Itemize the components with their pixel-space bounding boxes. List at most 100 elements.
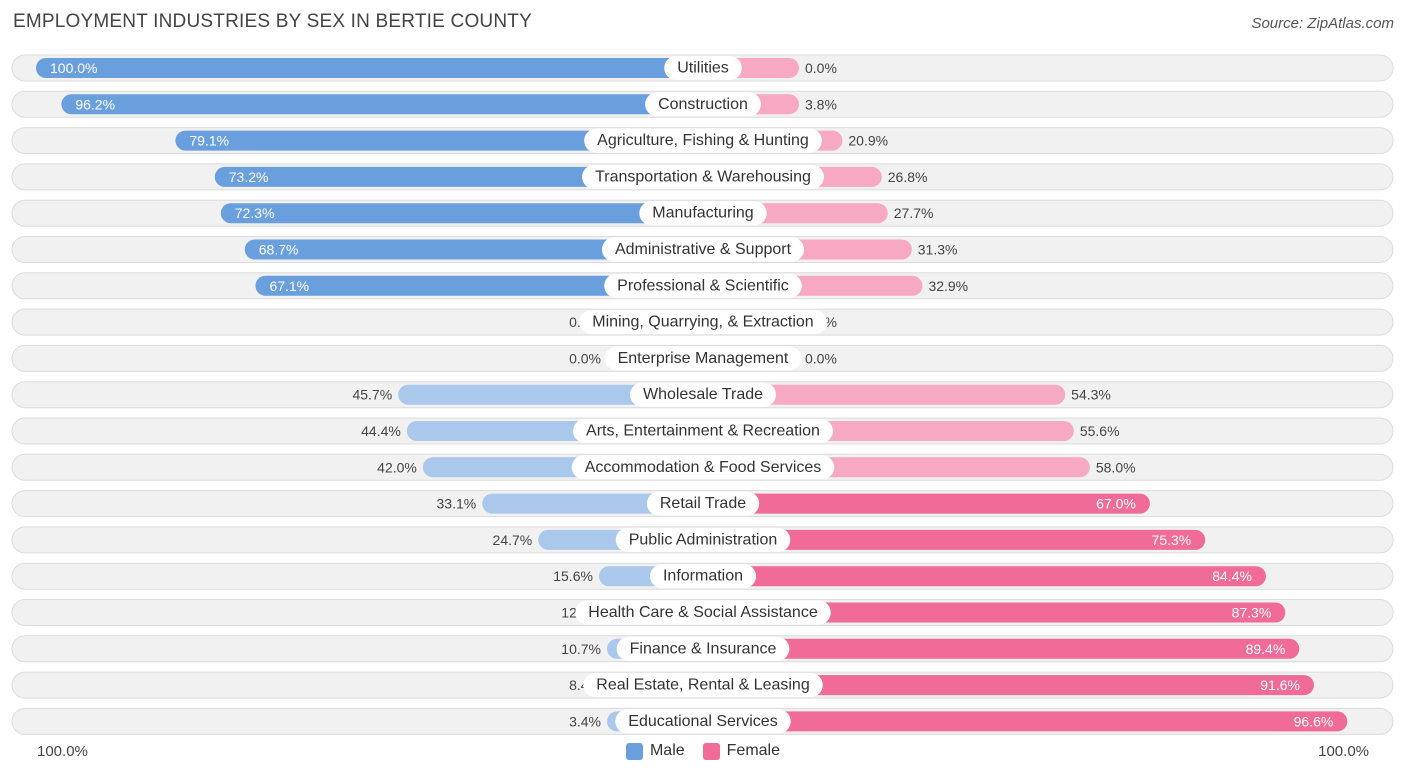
category-pill — [582, 164, 824, 189]
bar-male — [36, 58, 703, 78]
category-label: Health Care & Social Assistance — [588, 604, 818, 621]
category-label: Public Administration — [629, 531, 778, 548]
bar-male — [61, 94, 703, 115]
value-label-female: 96.6% — [1294, 713, 1334, 729]
category-pill — [645, 92, 761, 117]
value-label-male: 96.2% — [75, 96, 115, 112]
value-label-male: 42.0% — [377, 459, 417, 475]
bar-female — [703, 711, 1348, 732]
chart-title: EMPLOYMENT INDUSTRIES BY SEX IN BERTIE C… — [13, 11, 532, 32]
category-pill — [629, 382, 777, 407]
value-label-female: 3.8% — [805, 96, 837, 112]
bar-female — [703, 493, 1150, 514]
value-label-female: 89.4% — [1246, 641, 1286, 657]
bar-male — [214, 166, 704, 187]
value-label-female: 67.0% — [1096, 496, 1136, 512]
category-label: Wholesale Trade — [643, 386, 763, 403]
bar-male — [175, 130, 703, 151]
category-pill — [616, 636, 790, 661]
legend-item-female[interactable]: Female — [702, 742, 781, 760]
legend-swatch-male — [625, 742, 643, 760]
value-label-male: 79.1% — [189, 133, 229, 149]
value-label-male: 44.4% — [361, 423, 401, 439]
category-label: Enterprise Management — [618, 350, 789, 367]
category-pill — [579, 310, 827, 335]
category-label: Administrative & Support — [615, 241, 792, 258]
category-label: Professional & Scientific — [617, 277, 789, 294]
bar-male — [255, 275, 703, 296]
category-pill — [639, 201, 767, 226]
value-label-female: 75.3% — [1152, 532, 1192, 548]
category-label: Educational Services — [628, 713, 777, 730]
category-label: Arts, Entertainment & Recreation — [586, 423, 820, 440]
bar-female — [703, 529, 1206, 550]
bar-female — [703, 566, 1266, 587]
value-label-female: 31.3% — [918, 242, 958, 258]
chart-svg: 100.0% 0.0% Utilities 96.2% 3.8% Construction… — [11, 54, 1394, 735]
value-label-male: 33.1% — [437, 496, 477, 512]
value-label-female: 87.3% — [1232, 605, 1272, 621]
value-label-male: 73.2% — [229, 169, 269, 185]
value-label-female: 54.3% — [1071, 387, 1111, 403]
category-pill — [584, 128, 822, 153]
value-label-female: 0.0% — [805, 350, 837, 366]
value-label-female: 0.0% — [805, 60, 837, 76]
category-pill — [615, 527, 791, 552]
category-pill — [646, 491, 760, 516]
category-pill — [604, 346, 802, 371]
value-label-female: 32.9% — [928, 278, 968, 294]
category-label: Utilities — [677, 60, 729, 77]
value-label-male: 72.3% — [235, 205, 275, 221]
category-pill — [649, 564, 757, 589]
source-note: Source: ZipAtlas.com — [1251, 15, 1394, 32]
bar-male — [220, 203, 703, 224]
legend-swatch-female — [702, 742, 720, 760]
bar-female — [703, 384, 1066, 405]
category-pill — [664, 56, 742, 80]
category-pill — [615, 709, 791, 734]
bar-female — [703, 675, 1314, 696]
category-label: Agriculture, Fishing & Hunting — [597, 132, 809, 149]
category-label: Real Estate, Rental & Leasing — [596, 677, 809, 694]
value-label-male: 100.0% — [50, 60, 97, 76]
value-label-female: 84.4% — [1212, 568, 1252, 584]
value-label-male: 15.6% — [553, 568, 593, 584]
value-label-male: 24.7% — [493, 532, 533, 548]
legend-label-male: Male — [649, 742, 685, 759]
value-label-female: 26.8% — [888, 169, 928, 185]
category-label: Accommodation & Food Services — [585, 459, 822, 476]
category-label: Manufacturing — [652, 205, 753, 222]
value-label-male: 45.7% — [352, 387, 392, 403]
category-label: Transportation & Warehousing — [595, 168, 811, 185]
value-label-male: 10.7% — [561, 641, 601, 657]
value-label-male: 67.1% — [269, 278, 309, 294]
value-label-female: 55.6% — [1080, 423, 1120, 439]
category-pill — [575, 600, 831, 625]
value-label-male: 68.7% — [259, 242, 299, 258]
bar-female — [703, 638, 1300, 659]
category-label: Finance & Insurance — [630, 640, 777, 657]
axis-label-right: 100.0% — [1318, 743, 1369, 760]
category-label: Construction — [658, 96, 748, 113]
legend-label-female: Female — [726, 742, 781, 759]
category-pill — [601, 237, 805, 262]
category-pill — [571, 455, 835, 480]
category-pill — [573, 419, 833, 443]
value-label-female: 91.6% — [1260, 677, 1300, 693]
axis-label-left: 100.0% — [37, 743, 88, 760]
category-label: Information — [663, 568, 743, 585]
value-label-female: 20.9% — [848, 133, 888, 149]
bar-male — [244, 239, 703, 260]
legend: Male Female — [0, 742, 1406, 760]
category-label: Mining, Quarrying, & Extraction — [592, 314, 813, 331]
value-label-female: 27.7% — [894, 205, 934, 221]
category-pill — [583, 673, 823, 698]
value-label-male: 3.4% — [569, 713, 601, 729]
bar-male — [482, 493, 703, 514]
category-pill — [604, 273, 802, 298]
category-label: Retail Trade — [660, 495, 746, 512]
value-label-female: 58.0% — [1096, 459, 1136, 475]
value-label-male: 0.0% — [569, 350, 601, 366]
legend-item-male[interactable]: Male — [625, 742, 685, 760]
bar-female — [703, 602, 1286, 623]
